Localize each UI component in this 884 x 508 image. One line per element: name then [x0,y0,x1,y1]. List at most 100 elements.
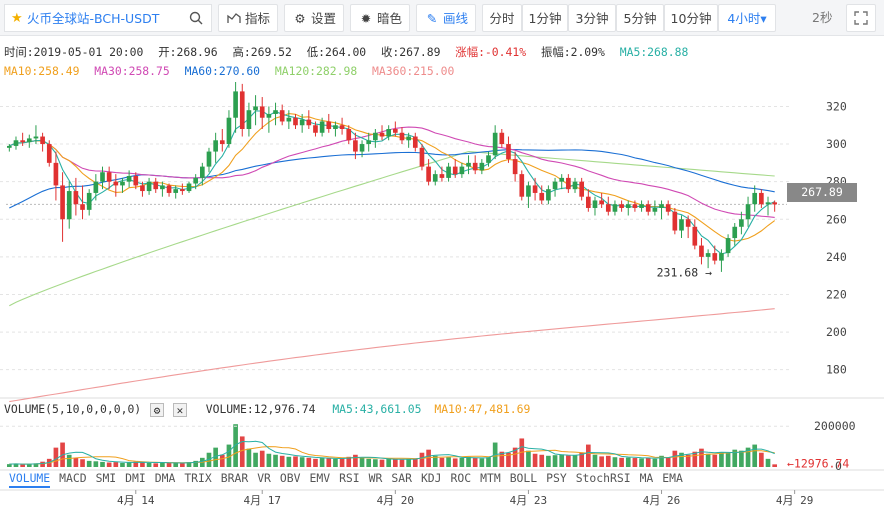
indicator-tab-vr[interactable]: VR [257,471,271,485]
symbol-search[interactable]: ★ 火币全球站-BCH-USDT [4,4,212,32]
indicator-tab-emv[interactable]: EMV [309,471,331,485]
indicator-tab-stochrsi[interactable]: StochRSI [575,471,631,485]
settings-button[interactable]: ⚙ 设置 [284,4,344,32]
volume-bar [26,463,32,467]
dark-mode-button[interactable]: ✹ 暗色 [350,4,410,32]
candle-body [459,166,465,175]
volume-bar [625,457,631,467]
candle-body [399,132,405,141]
refresh-rate[interactable]: 2秒 [812,10,833,25]
candle-body [752,192,758,205]
volume-value: VOLUME:12,976.74 [205,402,316,416]
volume-bar [160,462,165,467]
volume-bar [273,454,278,467]
indicator-tab-ema[interactable]: EMA [662,471,683,485]
volume-bar [659,455,664,467]
volume-bar [599,456,604,467]
interval-timeshare[interactable]: 分时 [482,4,522,32]
indicators-button[interactable]: 指标 [218,4,278,32]
indicator-tab-sar[interactable]: SAR [391,471,412,485]
info-ma10: MA10:258.49 [4,64,80,78]
volume-bar [399,459,405,467]
ma120-line [9,151,775,307]
indicator-tab-obv[interactable]: OBV [279,471,301,485]
current-price-tag: 267.89 [787,183,857,202]
candle-body [652,207,658,212]
indicator-tab-kdj[interactable]: KDJ [420,471,442,485]
volume-bar [705,453,711,467]
volume-bar [180,463,185,467]
volume-bar [439,457,445,467]
candle-body [33,136,39,139]
volume-bar [472,458,478,467]
candle-body [466,162,471,167]
volume-bar [259,450,265,467]
candle-body [519,174,525,197]
volume-bar [306,457,312,467]
search-icon[interactable] [189,5,203,33]
volume-bar [339,458,345,467]
interval-10min[interactable]: 10分钟 [664,4,718,32]
candle-body [605,204,611,212]
volume-close-icon[interactable]: ✕ [172,402,187,417]
candle-body [166,185,172,193]
volume-bar [406,459,411,467]
indicator-tab-rsi[interactable]: RSI [339,471,360,485]
volume-bar [546,455,551,467]
volume-bar [412,458,418,467]
volume-bar [672,450,678,467]
interval-3min[interactable]: 3分钟 [568,4,616,32]
favorite-star-icon[interactable]: ★ [11,11,23,26]
fullscreen-icon [854,11,868,26]
volume-settings-gear-icon[interactable]: ⚙ [150,402,165,417]
volume-bar [772,464,778,467]
x-tick-label: 4月 17 [243,494,281,507]
volume-bar [645,457,651,467]
candle-body [333,125,338,130]
indicator-tab-macd[interactable]: MACD [59,471,87,485]
indicator-tab-trix[interactable]: TRIX [184,471,212,485]
candle-body [120,181,125,186]
x-tick-label: 4月 23 [510,494,548,507]
x-tick-label: 4月 20 [377,494,415,507]
interval-1min[interactable]: 1分钟 [522,4,568,32]
volume-bar [679,452,684,467]
volume-bar [20,464,25,467]
candle-body [26,138,32,143]
fullscreen-button[interactable] [846,4,876,32]
candle-body [13,140,19,146]
info-low: 低:264.00 [306,45,367,59]
volume-ma10-line [9,446,775,465]
volume-bar [506,452,511,467]
volume-bar [313,458,318,467]
indicator-tab-dma[interactable]: DMA [154,471,176,485]
interval-5min[interactable]: 5分钟 [616,4,664,32]
indicator-tab-psy[interactable]: PSY [546,471,567,485]
volume-bar [33,463,39,467]
volume-label: VOLUME(5,10,0,0,0,0) [4,402,142,416]
indicator-tab-boll[interactable]: BOLL [509,471,538,485]
interval-4h-dropdown[interactable]: 4小时▾ [718,4,776,32]
volume-bar [106,462,112,467]
candle-body [366,140,372,145]
indicator-tab-brar[interactable]: BRAR [220,471,249,485]
indicator-tab-smi[interactable]: SMI [95,471,117,485]
indicator-tab-roc[interactable]: ROC [450,471,472,485]
volume-bar [40,461,45,467]
candle-body [406,136,411,141]
indicator-tab-wr[interactable]: WR [368,471,383,485]
candle-body [73,191,79,205]
indicator-tab-mtm[interactable]: MTM [480,471,501,485]
draw-line-button[interactable]: ✎ 画线 [416,4,476,32]
volume-bar [86,460,92,467]
indicator-tab-volume[interactable]: VOLUME [9,471,50,488]
candle-body [679,219,684,231]
candle-body [279,110,285,122]
volume-bar [293,456,298,467]
candle-body [532,185,538,193]
indicator-tab-ma[interactable]: MA [639,471,654,485]
indicator-tab-dmi[interactable]: DMI [125,471,146,485]
volume-bar [432,455,438,467]
volume-bar [732,449,738,467]
